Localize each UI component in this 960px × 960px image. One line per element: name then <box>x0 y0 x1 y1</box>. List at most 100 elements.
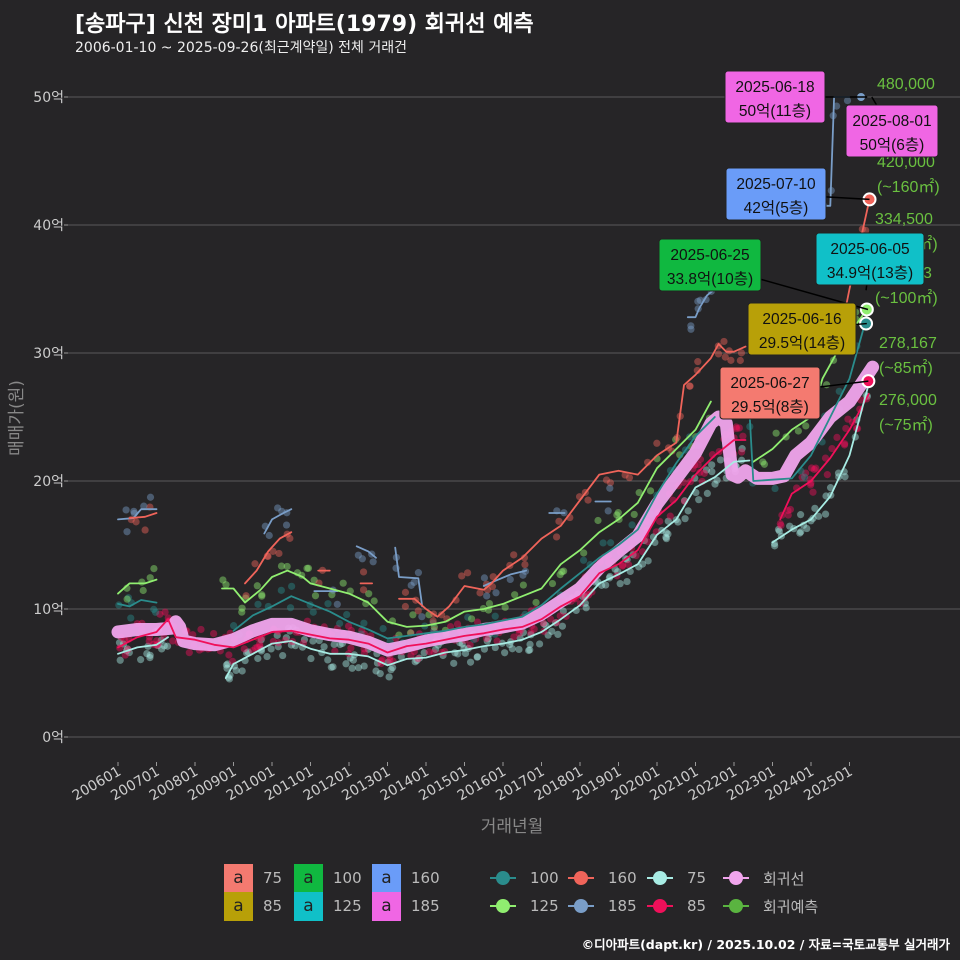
scatter-point <box>703 489 711 498</box>
scatter-point <box>344 622 353 630</box>
chart-subtitle: 2006-01-10 ~ 2025-09-26(최근계약일) 전체 거래건 <box>75 40 407 56</box>
legend-fill-item: a 100 <box>294 863 371 893</box>
annotation-price: 50억(6층) <box>860 136 925 154</box>
scatter-point <box>242 592 250 600</box>
scatter-point <box>277 586 285 594</box>
series-line-85 <box>117 393 870 654</box>
legend-series-item: 75 <box>647 865 706 891</box>
scatter-point <box>666 512 674 520</box>
scatter-point <box>797 511 805 519</box>
scatter-point <box>802 422 810 430</box>
scatter-point <box>525 646 533 655</box>
scatter-point <box>714 350 723 358</box>
scatter-point <box>336 619 344 628</box>
scatter-point <box>558 568 566 576</box>
scatter-point <box>708 461 716 469</box>
scatter-point <box>258 592 266 600</box>
scatter-point <box>771 542 779 550</box>
scatter-point <box>713 476 721 484</box>
scatter-point <box>662 529 670 537</box>
scatter-point <box>760 460 769 468</box>
scatter-point <box>828 444 836 453</box>
scatter-point <box>807 517 815 525</box>
chart-title: [송파구] 신천 장미1 아파트(1979) 회귀선 예측 <box>75 12 534 37</box>
scatter-point <box>630 510 638 519</box>
scatter-point <box>139 586 147 595</box>
scatter-point <box>286 534 294 542</box>
scatter-point <box>258 591 266 599</box>
scatter-point <box>511 591 519 599</box>
scatter-point <box>695 496 703 504</box>
scatter-point <box>548 579 557 588</box>
scatter-point <box>558 622 567 630</box>
legend-fill-item: a 85 <box>224 891 301 921</box>
scatter-point <box>519 581 527 589</box>
legend-label: 125 <box>333 897 362 915</box>
scatter-point <box>411 658 419 666</box>
scatter-point <box>238 667 246 675</box>
scatter-point <box>606 479 615 487</box>
scatter-point <box>485 599 494 608</box>
scatter-point <box>222 661 231 669</box>
scatter-point <box>354 664 363 672</box>
scatter-point <box>623 555 631 564</box>
legend-fill-item: a 160 <box>372 863 449 893</box>
scatter-point <box>711 480 719 488</box>
scatter-point <box>348 664 356 672</box>
scatter-point <box>185 649 193 657</box>
scatter-point <box>461 649 470 658</box>
scatter-point <box>349 656 358 664</box>
forecast-value: 278,167 <box>879 335 937 352</box>
scatter-point <box>418 613 426 621</box>
scatter-point <box>310 576 318 584</box>
legend-label: 185 <box>411 897 440 915</box>
scatter-point <box>803 524 811 533</box>
scatter-point <box>365 590 373 598</box>
scatter-point <box>684 507 692 515</box>
scatter-point <box>279 651 287 660</box>
scatter-point <box>530 625 538 633</box>
scatter-point <box>169 637 177 645</box>
scatter-point <box>219 576 227 584</box>
scatter-point <box>324 656 332 664</box>
scatter-point <box>151 608 160 616</box>
scatter-point <box>535 640 544 648</box>
legend-marker-icon <box>568 871 594 885</box>
annotation-date: 2025-08-01 <box>852 113 931 130</box>
annotation-box <box>724 70 826 124</box>
scatter-point <box>437 611 446 619</box>
scatter-point <box>841 440 849 448</box>
scatter-point <box>466 658 475 666</box>
scatter-point <box>687 322 695 330</box>
scatter-point <box>307 654 315 663</box>
scatter-point <box>554 630 562 639</box>
scatter-point <box>708 468 716 476</box>
scatter-point <box>653 439 661 447</box>
scatter-point <box>122 506 130 514</box>
scatter-point <box>425 648 433 656</box>
scatter-point <box>409 611 417 619</box>
series-line-185 <box>117 96 851 608</box>
scatter-point <box>602 476 611 484</box>
scatter-point <box>130 507 138 515</box>
forecast-value: 420,000 <box>877 154 935 171</box>
scatter-point <box>254 654 262 663</box>
scatter-point <box>473 653 482 661</box>
scatter-point <box>784 511 792 519</box>
legend-label: 160 <box>411 869 440 887</box>
annotation-date: 2025-06-27 <box>730 375 809 392</box>
scatter-point <box>662 533 670 541</box>
legend-series-item: 85 <box>647 893 706 919</box>
scatter-point <box>467 615 476 623</box>
scatter-point <box>668 447 676 455</box>
scatter-point <box>606 484 614 492</box>
legend-swatch: a <box>224 863 253 893</box>
scatter-point <box>687 325 695 333</box>
scatter-point <box>582 604 590 612</box>
scatter-point <box>342 660 350 668</box>
annotation-date: 2025-06-25 <box>670 247 749 264</box>
scatter-point <box>821 454 830 462</box>
y-tick-label: 50억 <box>33 90 64 106</box>
scatter-point <box>137 656 145 664</box>
scatter-point <box>379 624 387 633</box>
